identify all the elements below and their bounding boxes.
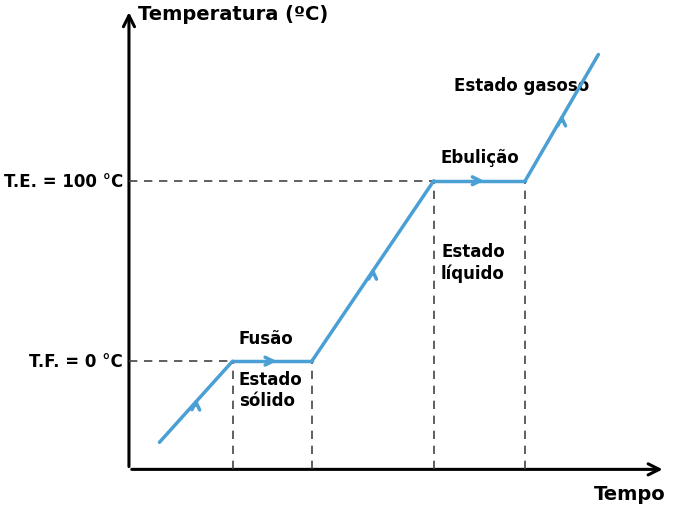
Text: Temperatura (ºC): Temperatura (ºC) [138,5,329,24]
Text: Estado gasoso: Estado gasoso [454,77,589,95]
Text: T.E. = 100 °C: T.E. = 100 °C [3,173,123,190]
Text: Fusão: Fusão [239,329,293,347]
Text: Tempo: Tempo [593,484,665,503]
Text: Ebulição: Ebulição [441,149,519,167]
Text: Estado
líquido: Estado líquido [441,243,505,282]
Text: Estado
sólido: Estado sólido [239,371,302,409]
Text: T.F. = 0 °C: T.F. = 0 °C [29,352,123,371]
